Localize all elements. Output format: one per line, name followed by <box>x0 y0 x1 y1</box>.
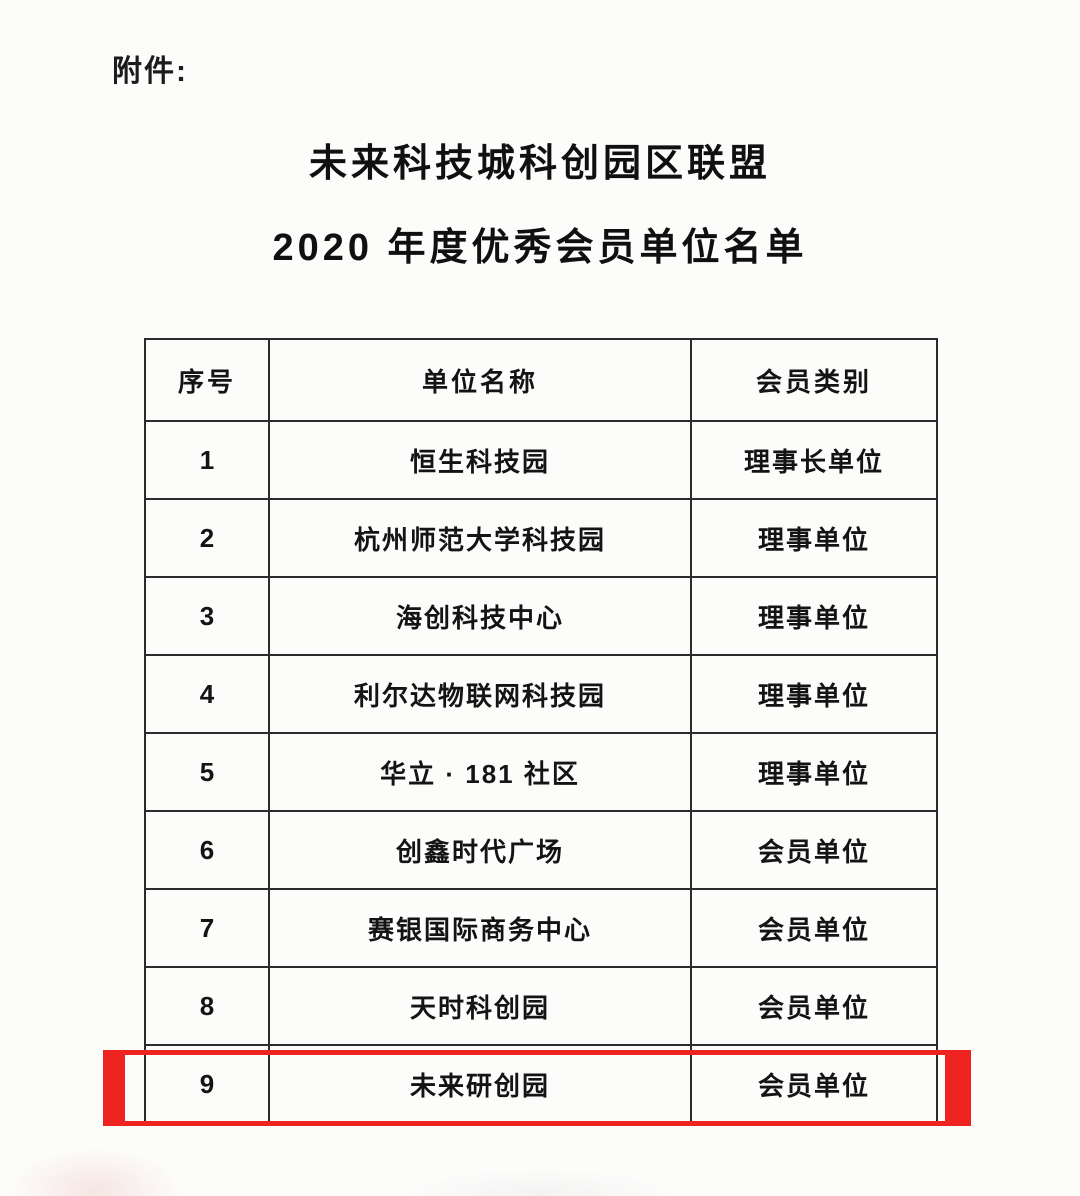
header-row: 序号 单位名称 会员类别 <box>144 338 938 422</box>
attachment-label: 附件: <box>112 55 188 88</box>
row-unit-name: 创鑫时代广场 <box>268 810 692 890</box>
row-member-category: 会员单位 <box>690 1044 938 1124</box>
row-serial-number: 8 <box>144 966 270 1046</box>
row-unit-name: 天时科创园 <box>268 966 692 1046</box>
row-serial-number: 4 <box>144 654 270 734</box>
table-row: 5 华立 · 181 社区 理事单位 <box>144 732 938 812</box>
row-serial-number: 3 <box>144 576 270 656</box>
member-table-body: 1 恒生科技园 理事长单位 2 杭州师范大学科技园 理事单位 3 海创科技中心 理事单位 4 利尔达… <box>144 420 938 1124</box>
red-highlight-right-cap <box>945 1053 967 1123</box>
row-member-category: 理事单位 <box>690 498 938 578</box>
row-unit-name: 恒生科技园 <box>268 420 692 500</box>
row-unit-name: 杭州师范大学科技园 <box>268 498 692 578</box>
table-row: 2 杭州师范大学科技园 理事单位 <box>144 498 938 578</box>
row-serial-number: 7 <box>144 888 270 968</box>
row-unit-name: 海创科技中心 <box>268 576 692 656</box>
member-table: 序号 单位名称 会员类别 1 恒生科技园 理事长单位 2 杭州师范大学科技园 理事单位 3 海… <box>144 338 938 1124</box>
table-row: 3 海创科技中心 理事单位 <box>144 576 938 656</box>
document-title-line1: 未来科技城科创园区联盟 <box>308 143 771 185</box>
row-serial-number: 2 <box>144 498 270 578</box>
row-member-category: 会员单位 <box>690 966 938 1046</box>
red-highlight-left-cap <box>107 1053 125 1123</box>
row-member-category: 理事单位 <box>690 732 938 812</box>
table-row: 8 天时科创园 会员单位 <box>144 966 938 1046</box>
row-unit-name: 华立 · 181 社区 <box>268 732 692 812</box>
header-serial-number: 序号 <box>144 338 270 422</box>
row-member-category: 理事单位 <box>690 654 938 734</box>
table-row: 6 创鑫时代广场 会员单位 <box>144 810 938 890</box>
header-unit-name: 单位名称 <box>268 338 692 422</box>
row-serial-number: 9 <box>144 1044 270 1124</box>
row-unit-name: 利尔达物联网科技园 <box>268 654 692 734</box>
row-member-category: 理事长单位 <box>690 420 938 500</box>
table-row: 7 赛银国际商务中心 会员单位 <box>144 888 938 968</box>
table-row: 1 恒生科技园 理事长单位 <box>144 420 938 500</box>
table-row: 9 未来研创园 会员单位 <box>144 1044 938 1124</box>
row-serial-number: 1 <box>144 420 270 500</box>
row-serial-number: 6 <box>144 810 270 890</box>
table-row: 4 利尔达物联网科技园 理事单位 <box>144 654 938 734</box>
row-member-category: 会员单位 <box>690 888 938 968</box>
row-member-category: 理事单位 <box>690 576 938 656</box>
row-unit-name: 未来研创园 <box>268 1044 692 1124</box>
row-unit-name: 赛银国际商务中心 <box>268 888 692 968</box>
row-serial-number: 5 <box>144 732 270 812</box>
row-member-category: 会员单位 <box>690 810 938 890</box>
header-member-category: 会员类别 <box>690 338 938 422</box>
document-title-line2: 2020 年度优秀会员单位名单 <box>272 227 808 269</box>
member-table-header: 序号 单位名称 会员类别 <box>144 338 938 422</box>
